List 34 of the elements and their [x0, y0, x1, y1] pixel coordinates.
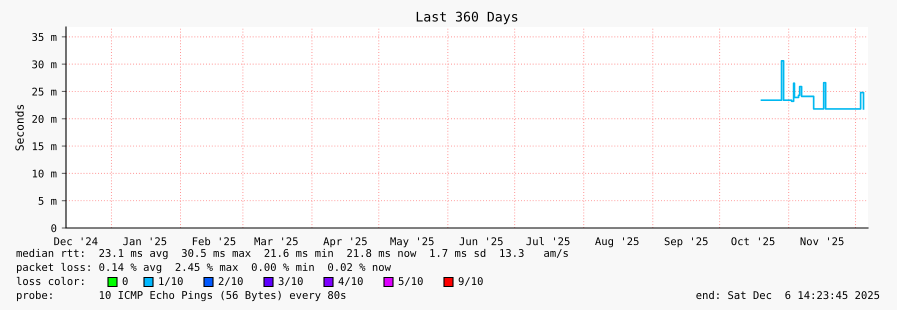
x-tick-label: Apr '25 [323, 237, 367, 248]
y-tick-label: 25 m [32, 88, 56, 96]
legend-label: 2/10 [218, 277, 243, 286]
y-tick-label: 30 m [32, 60, 56, 68]
chart-title: Last 360 Days [416, 12, 518, 24]
legend-label: 9/10 [458, 277, 483, 286]
x-tick-label: Nov '25 [800, 237, 844, 246]
text: probe: 10 ICMP Echo Pings (56 Bytes) every 80s [16, 290, 346, 302]
y-tick-label: 20 m [32, 114, 56, 123]
x-tick-label: Jul '25 [526, 237, 570, 246]
x-tick-label: Sep '25 [664, 237, 708, 248]
x-tick-label: Oct '25 [731, 237, 774, 246]
x-tick-label: Mar '25 [254, 237, 298, 246]
x-tick-label: Jun '25 [460, 237, 503, 246]
y-axis-title: Seconds [15, 104, 24, 150]
legend-label: 5/10 [398, 277, 423, 286]
y-tick-label: 0 [51, 224, 56, 232]
legend-label: 0 [122, 277, 128, 286]
y-tick-label: 35 m [32, 33, 56, 42]
y-tick-label: 15 m [32, 142, 56, 150]
legend-label: 3/10 [278, 277, 303, 286]
y-tick-label: 5 m [38, 197, 56, 205]
x-tick-label: Jan '25 [123, 237, 166, 246]
y-tick-label: 10 m [32, 170, 56, 178]
text: packet loss: 0.14 % avg 2.45 % max 0.00 % min 0.02 % now [16, 262, 391, 274]
legend-label: 4/10 [338, 277, 363, 286]
x-tick-label: Feb '25 [192, 237, 236, 246]
text: end: Sat Dec 6 14:23:45 2025 [696, 290, 880, 300]
legend-title: loss color: [16, 276, 84, 286]
x-tick-label: Dec '24 [54, 237, 98, 246]
x-tick-label: May '25 [390, 237, 434, 248]
legend-label: 1/10 [159, 277, 183, 286]
text: median rtt: 23.1 ms avg 30.5 ms max 21.6 ms min 21.8 ms now 1.7 ms sd 13.3 am/s [16, 248, 568, 260]
x-tick-label: Aug '25 [595, 237, 639, 248]
